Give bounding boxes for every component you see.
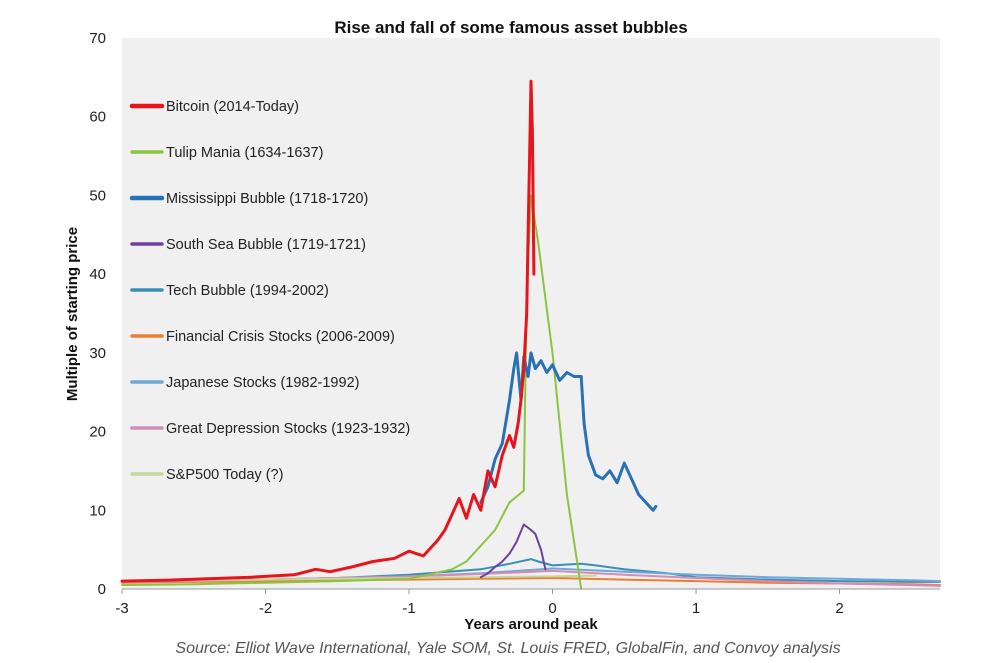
y-tick-label: 10 <box>89 502 106 519</box>
y-tick-label: 40 <box>89 266 106 283</box>
y-tick-label: 20 <box>89 424 106 441</box>
legend-item-label: Mississippi Bubble (1718-1720) <box>166 191 368 207</box>
y-tick-label: 50 <box>89 187 106 204</box>
legend-item-label: Great Depression Stocks (1923-1932) <box>166 421 410 437</box>
y-axis-label: Multiple of starting price <box>64 227 81 401</box>
x-tick-label: 1 <box>692 600 700 617</box>
x-axis-label: Years around peak <box>464 616 598 633</box>
y-tick-layer: 0 10 20 30 40 50 60 70 <box>89 30 106 598</box>
legend-item-label: Tech Bubble (1994-2002) <box>166 283 329 299</box>
x-tick-label: -3 <box>115 600 128 617</box>
legend-item-label: Japanese Stocks (1982-1992) <box>166 375 359 391</box>
legend-item-label: Bitcoin (2014-Today) <box>166 99 299 115</box>
series-layer <box>120 79 941 590</box>
chart-title: Rise and fall of some famous asset bubbl… <box>334 18 687 37</box>
legend-item-label: Financial Crisis Stocks (2006-2009) <box>166 329 395 345</box>
series-line-2 <box>479 351 658 512</box>
y-tick-label: 30 <box>89 345 106 362</box>
x-tick-label: 2 <box>835 600 843 617</box>
source-note: Source: Elliot Wave International, Yale … <box>175 640 840 657</box>
legend-item-label: S&P500 Today (?) <box>166 467 283 483</box>
series-line-3 <box>479 523 547 579</box>
x-tick-layer: -3 -2 -1 0 1 2 <box>115 589 844 617</box>
series-line-0 <box>120 79 536 583</box>
x-tick-label: -2 <box>259 600 272 617</box>
y-tick-label: 70 <box>89 30 106 47</box>
x-tick-label: -1 <box>402 600 415 617</box>
y-tick-label: 0 <box>98 581 106 598</box>
x-tick-label: 0 <box>548 600 556 617</box>
y-tick-label: 60 <box>89 109 106 126</box>
legend-item-label: Tulip Mania (1634-1637) <box>166 145 323 161</box>
legend: Bitcoin (2014-Today) Tulip Mania (1634-16… <box>129 99 410 483</box>
legend-item-label: South Sea Bubble (1719-1721) <box>166 237 366 253</box>
series-line-1 <box>121 194 583 590</box>
